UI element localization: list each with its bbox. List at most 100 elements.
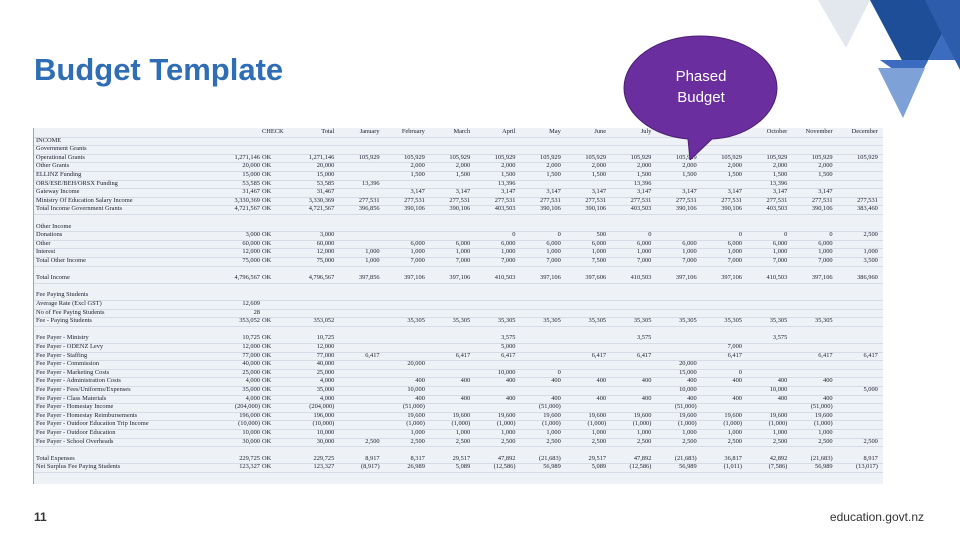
cell: 229,725 xyxy=(313,454,335,462)
row-label: Fee Payer - Fees/Uniforms/Expenses xyxy=(36,386,131,393)
cell: 8,917 xyxy=(365,454,380,462)
cell: 19,600 xyxy=(769,411,788,419)
row-amount: 77,000 xyxy=(242,351,260,359)
row-label: Fee Payer - Marketing Costs xyxy=(36,368,110,376)
cell: 56,989 xyxy=(543,463,561,471)
cell: 1,500 xyxy=(546,171,561,178)
slide-title: Budget Template xyxy=(34,52,284,87)
cell: 7,000 xyxy=(455,257,471,264)
row-check: OK xyxy=(262,351,272,359)
cell: 2,500 xyxy=(591,437,607,445)
cell: 1,000 xyxy=(455,429,471,436)
cell: 400 xyxy=(732,394,742,402)
cell: 0 xyxy=(784,231,788,239)
row-check: OK xyxy=(262,360,272,368)
cell: 6,000 xyxy=(772,239,788,247)
cell: 400 xyxy=(551,394,561,402)
cell: 397,606 xyxy=(585,274,607,282)
cell: 7,000 xyxy=(637,257,652,264)
row-label: Fee Payer - Commission xyxy=(36,360,100,368)
row-label: Fee Payer - Homestay Income xyxy=(36,403,114,411)
cell: 35,305 xyxy=(633,317,652,325)
cell: 400 xyxy=(596,377,607,385)
row-amount: 229,725 xyxy=(239,454,260,462)
sheet-row: Fee Paying Students xyxy=(34,291,883,301)
row-label: Total Income xyxy=(36,274,70,282)
cell: (1,000) xyxy=(632,420,652,428)
row-check: OK xyxy=(262,386,272,393)
cell: 397,106 xyxy=(675,274,697,282)
cell: 35,305 xyxy=(497,317,516,325)
cell: 105,929 xyxy=(404,153,425,161)
cell: 410,503 xyxy=(494,274,516,282)
row-amount: 28 xyxy=(253,308,260,316)
row-label: Ministry Of Education Salary Income xyxy=(36,196,133,204)
row-check: OK xyxy=(262,196,272,204)
cell: 105,929 xyxy=(494,153,516,161)
cell: 20,000 xyxy=(316,162,335,170)
cell: 2,000 xyxy=(546,162,561,170)
cell: (13,017) xyxy=(856,463,878,471)
cell: 277,531 xyxy=(811,196,833,204)
row-amount: 4,721,567 xyxy=(234,205,260,213)
cell: 1,000 xyxy=(365,248,380,256)
sheet-row: No of Fee Paying Students 28 xyxy=(34,309,883,319)
row-label: Fee Payer - Class Materials xyxy=(36,394,107,402)
cell: 2,500 xyxy=(365,437,380,445)
row-amount: 4,000 xyxy=(245,377,260,385)
cell: 2,000 xyxy=(410,162,425,170)
cell: 277,531 xyxy=(721,196,742,204)
cell: 12,000 xyxy=(316,248,335,256)
row-check: OK xyxy=(262,420,272,428)
cell: 0 xyxy=(557,368,561,376)
cell: 3,147 xyxy=(818,188,833,196)
sheet-row: Fee Payer - Homestay Reimbursements 196,0… xyxy=(34,412,883,422)
row-check: OK xyxy=(262,171,272,178)
cell: 2,500 xyxy=(546,437,561,445)
cell: 26,989 xyxy=(407,463,425,471)
cell: 6,000 xyxy=(455,239,471,247)
cell: (10,000) xyxy=(312,420,335,428)
cell: (21,683) xyxy=(538,454,561,462)
row-label: Gateway Income xyxy=(36,188,80,196)
cell: 400 xyxy=(415,394,425,402)
cell: 12,000 xyxy=(316,343,335,350)
cell: 5,089 xyxy=(591,463,607,471)
cell: (1,000) xyxy=(542,420,561,428)
cell: 105,929 xyxy=(630,153,652,161)
cell: 400 xyxy=(641,394,652,402)
cell: 6,000 xyxy=(727,239,742,247)
row-amount: 30,000 xyxy=(242,437,260,445)
sheet-row: Fee Payer - ODENZ Levy 12,000 OK 12,000 5,00… xyxy=(34,343,883,353)
cell: 400 xyxy=(460,377,471,385)
sheet-row: ELLINZ Funding 15,000 OK 15,000 1,500 1,500 1,… xyxy=(34,171,883,181)
cell: 10,000 xyxy=(497,368,516,376)
cell: 277,531 xyxy=(404,196,425,204)
cell: 1,000 xyxy=(501,248,516,256)
sheet-row: Fee Payer - Commission 40,000 OK 40,000 20,0… xyxy=(34,360,883,370)
row-amount: 31,467 xyxy=(242,188,260,196)
row-label: Average Rate (Excl GST) xyxy=(36,300,102,307)
cell: 10,000 xyxy=(407,386,425,393)
cell: 10,000 xyxy=(316,429,335,436)
cell: 75,000 xyxy=(316,257,335,264)
cell: 105,929 xyxy=(449,153,471,161)
cell: 5,089 xyxy=(455,463,471,471)
cell: 403,503 xyxy=(630,205,652,213)
cell: 105,929 xyxy=(540,153,561,161)
row-label: Government Grants xyxy=(36,145,87,153)
cell: 1,000 xyxy=(637,429,652,436)
cell: 3,500 xyxy=(863,257,878,264)
cell: 77,000 xyxy=(316,351,335,359)
cell: 1,500 xyxy=(772,171,788,178)
cell: 4,000 xyxy=(319,377,335,385)
row-amount: 25,000 xyxy=(242,368,260,376)
row-amount: 3,000 xyxy=(245,231,260,239)
cell: 7,500 xyxy=(591,257,607,264)
row-check: OK xyxy=(262,334,272,342)
cell: 7,000 xyxy=(410,257,425,264)
row-amount: 35,000 xyxy=(242,386,260,393)
cell: 6,417 xyxy=(455,351,471,359)
row-check: OK xyxy=(262,403,272,411)
cell: 40,000 xyxy=(316,360,335,368)
